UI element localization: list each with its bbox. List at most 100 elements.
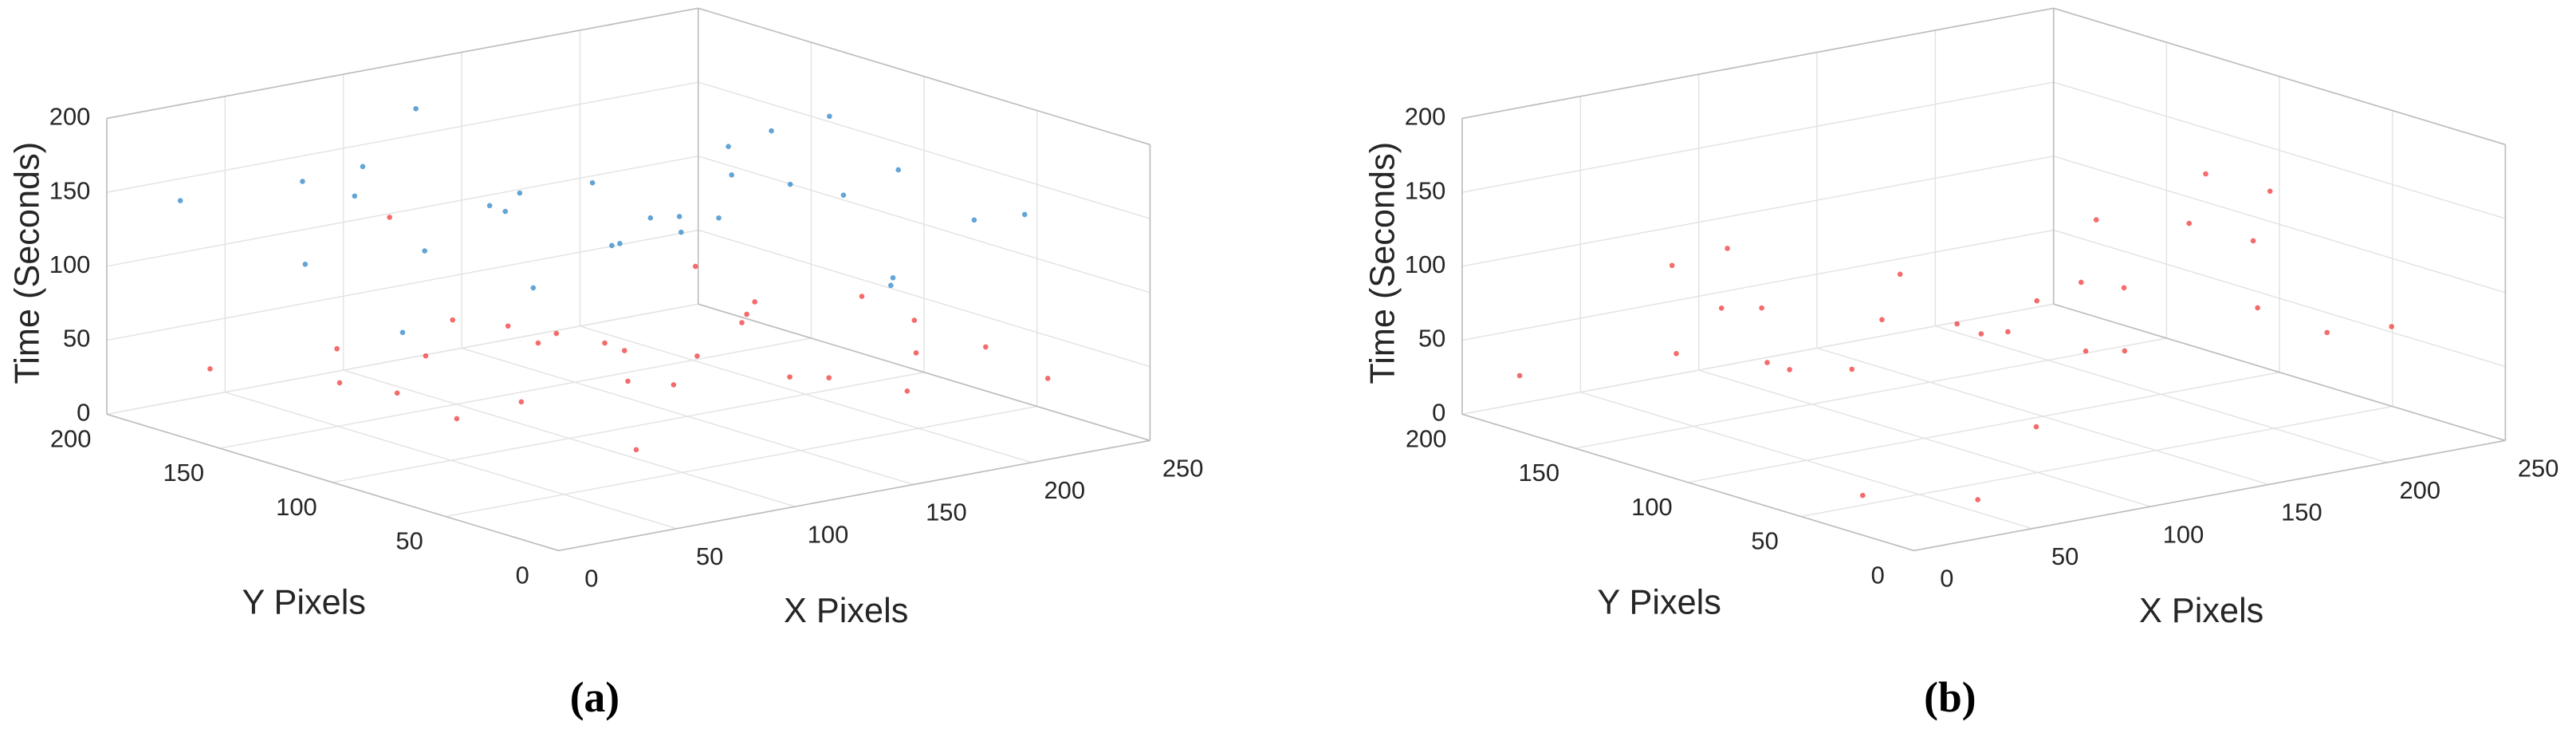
x-axis-label: X Pixels	[784, 592, 908, 630]
data-point	[2033, 424, 2039, 430]
y-tick-label: 0	[516, 561, 529, 589]
data-point	[399, 329, 406, 336]
y-tick-label: 200	[50, 424, 92, 452]
z-tick-label: 50	[1418, 325, 1445, 353]
data-point	[827, 113, 832, 120]
data-point	[517, 190, 523, 196]
grid-line	[2053, 156, 2506, 294]
data-point	[769, 128, 774, 134]
grid-line	[106, 303, 698, 415]
x-tick-label: 150	[2281, 499, 2322, 526]
data-point	[859, 294, 865, 299]
axis-line	[698, 7, 1150, 146]
data-point	[729, 172, 734, 178]
data-point	[633, 447, 639, 453]
x-tick-label: 50	[696, 542, 723, 570]
data-point	[2255, 305, 2260, 311]
grid-line	[2053, 81, 2506, 219]
z-tick-label: 150	[1405, 176, 1446, 204]
data-point	[2082, 348, 2089, 354]
data-point	[454, 416, 460, 422]
data-point	[895, 167, 902, 173]
data-point	[971, 217, 977, 223]
data-point	[1021, 211, 1028, 218]
grid-line	[1461, 81, 2054, 193]
grid-line	[445, 405, 1037, 518]
data-point	[336, 380, 343, 386]
data-point	[360, 164, 366, 170]
data-point	[352, 193, 358, 199]
data-point	[1849, 366, 1855, 372]
axis-line	[2053, 303, 2506, 442]
data-point	[2389, 324, 2394, 329]
x-tick-label: 50	[2051, 542, 2078, 570]
z-tick-label: 200	[49, 103, 91, 131]
z-tick-label: 150	[49, 176, 91, 204]
y-tick-label: 50	[395, 527, 423, 555]
grid-line	[2053, 229, 2506, 368]
data-point	[518, 399, 525, 405]
data-point	[983, 344, 989, 350]
data-point	[602, 340, 608, 346]
axis-line	[106, 7, 698, 120]
data-point	[625, 378, 631, 384]
data-point	[300, 179, 305, 184]
z-tick-label: 0	[77, 398, 90, 426]
data-point	[739, 320, 745, 325]
y-tick-label: 0	[1871, 561, 1885, 589]
data-point	[1669, 262, 1675, 269]
x-axis-label: X Pixels	[2139, 592, 2263, 630]
data-point	[676, 214, 682, 219]
grid-line	[1461, 303, 2054, 415]
grid-line	[106, 81, 698, 193]
data-point	[716, 215, 722, 221]
axis-line	[1461, 413, 1914, 552]
data-point	[2093, 217, 2099, 223]
data-point	[413, 105, 419, 112]
data-point	[207, 366, 213, 372]
axis-line	[558, 439, 1150, 552]
data-point	[671, 382, 677, 388]
x-tick-label: 250	[1162, 455, 1204, 483]
y-tick-label: 150	[1518, 459, 1559, 487]
grid-line	[1575, 337, 2167, 449]
data-point	[2324, 329, 2330, 336]
y-axis-label: Y Pixels	[242, 584, 366, 622]
data-point	[2078, 279, 2084, 286]
data-point	[913, 350, 919, 356]
y-tick-label: 50	[1751, 527, 1778, 555]
axis-line	[1461, 7, 2054, 120]
y-tick-label: 100	[276, 493, 317, 521]
data-point	[840, 192, 847, 198]
data-point	[1764, 360, 1770, 365]
data-point	[502, 208, 509, 215]
data-point	[394, 390, 400, 396]
data-point	[505, 323, 511, 329]
data-point	[911, 317, 918, 323]
data-point	[726, 144, 731, 149]
grid-line	[106, 229, 698, 341]
grid-line	[698, 229, 1150, 368]
data-point	[904, 388, 910, 394]
data-point	[2267, 188, 2273, 195]
grid-line	[698, 81, 1150, 219]
data-point	[1725, 246, 1730, 251]
grid-line	[106, 156, 698, 267]
data-point	[486, 203, 493, 209]
x-tick-label: 250	[2518, 455, 2559, 483]
grid-line	[1461, 229, 2054, 341]
data-point	[1787, 367, 1792, 372]
data-point	[553, 330, 560, 337]
y-tick-label: 150	[163, 459, 204, 487]
data-point	[617, 240, 623, 246]
x-tick-label: 0	[584, 565, 598, 593]
grid-line	[1800, 405, 2393, 518]
data-point	[609, 242, 615, 249]
y-tick-label: 100	[1631, 493, 1673, 521]
data-point	[888, 282, 894, 289]
data-point	[890, 274, 896, 281]
data-point	[423, 353, 429, 359]
data-point	[1044, 376, 1051, 381]
grid-line	[1688, 372, 2280, 483]
